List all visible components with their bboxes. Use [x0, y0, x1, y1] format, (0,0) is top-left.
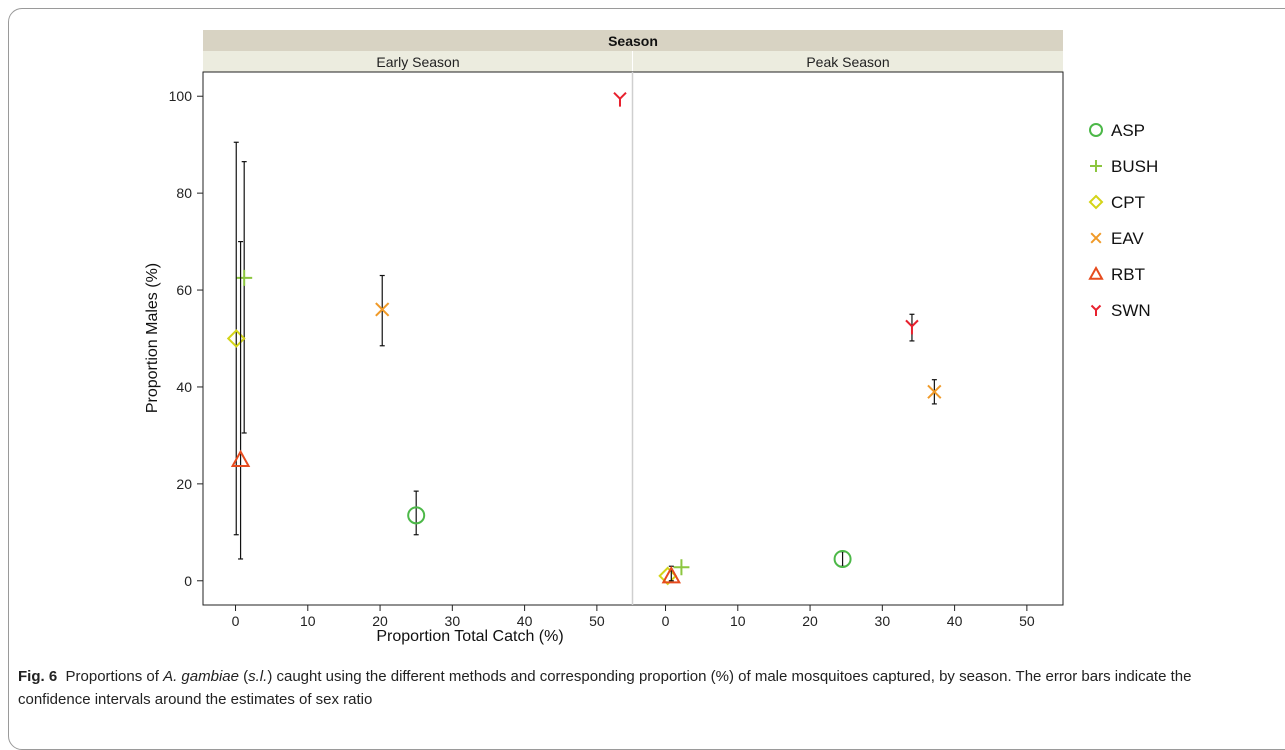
legend-symbol-asp	[1089, 123, 1103, 137]
y-axis: 0 20 40 60 80 100	[169, 88, 203, 589]
legend-symbol-bush	[1090, 160, 1102, 172]
data-point-swn	[613, 91, 627, 107]
x-tick-label: 30	[875, 613, 891, 629]
x-tick-label: 10	[300, 613, 316, 629]
legend-item-cpt: CPT	[1088, 193, 1145, 212]
legend-symbol-rbt	[1088, 265, 1104, 280]
legend-label: BUSH	[1111, 157, 1158, 176]
x-tick-label: 40	[517, 613, 533, 629]
facet-strip-early	[203, 51, 632, 72]
x-axis: 0 10 20 30 40 50 0 10 20 30 40 50	[232, 605, 1035, 629]
legend-symbol-eav	[1090, 232, 1102, 244]
y-tick-label: 100	[169, 88, 193, 104]
data-point-bush	[236, 269, 253, 286]
chart-svg: Season Early Season Peak Season 0 20 40 60 8…	[144, 30, 1158, 645]
x-axis-label: Proportion Total Catch (%)	[376, 628, 563, 645]
series-bush	[236, 161, 690, 576]
series-rbt	[230, 240, 682, 584]
x-tick-label: 0	[662, 613, 670, 629]
data-point-eav	[927, 384, 942, 399]
caption-sl: s.l.	[248, 668, 268, 685]
y-tick-label: 60	[176, 282, 192, 298]
data-point-swn	[905, 319, 919, 335]
data-point-eav	[375, 302, 390, 317]
legend-label: ASP	[1111, 121, 1145, 140]
x-tick-label: 50	[589, 613, 605, 629]
caption-text-before: Proportions of	[65, 668, 159, 685]
y-axis-label: Proportion Males (%)	[144, 263, 161, 413]
x-tick-label: 0	[232, 613, 240, 629]
y-tick-label: 0	[184, 573, 192, 589]
legend-item-rbt: RBT	[1088, 265, 1145, 284]
facet-title-strip	[203, 30, 1063, 51]
series-cpt	[226, 141, 678, 586]
data-point-cpt	[658, 566, 678, 586]
x-tick-label: 20	[372, 613, 388, 629]
series-asp	[407, 490, 852, 568]
figure-caption: Fig. 6 Proportions of A. gambiae (s.l.) …	[18, 665, 1268, 711]
data-point-cpt	[226, 329, 246, 348]
y-tick-label: 40	[176, 379, 192, 395]
legend-label: SWN	[1111, 301, 1151, 320]
legend-symbol-cpt	[1088, 194, 1104, 210]
series-swn	[613, 91, 919, 342]
data-point-rbt	[230, 449, 251, 468]
caption-paren-open: (	[243, 668, 249, 685]
caption-fig-label: Fig. 6	[18, 668, 58, 685]
data-marks	[226, 91, 942, 586]
x-tick-label: 40	[947, 613, 963, 629]
legend-item-asp: ASP	[1089, 121, 1145, 140]
facet-title: Season	[608, 33, 658, 49]
legend-label: EAV	[1111, 229, 1144, 248]
x-tick-label: 30	[445, 613, 461, 629]
legend-symbol-swn	[1090, 304, 1102, 316]
legend: ASP BUSH CPT EAV RBT SWN	[1088, 121, 1158, 320]
data-point-asp	[833, 549, 852, 568]
legend-item-bush: BUSH	[1090, 157, 1158, 176]
facet-label-early: Early Season	[376, 54, 459, 70]
caption-species: A. gambiae	[163, 668, 239, 685]
x-tick-label: 20	[802, 613, 818, 629]
x-tick-label: 50	[1019, 613, 1035, 629]
data-point-bush	[673, 559, 690, 576]
legend-item-eav: EAV	[1090, 229, 1144, 248]
facet-strip-peak	[633, 51, 1063, 72]
series-eav	[375, 274, 942, 405]
facet-label-peak: Peak Season	[806, 54, 889, 70]
legend-label: CPT	[1111, 193, 1145, 212]
data-point-rbt	[661, 565, 682, 584]
figure-frame	[8, 8, 1285, 750]
caption-text-after: ) caught using the different methods and…	[18, 668, 1192, 708]
x-tick-label: 10	[730, 613, 746, 629]
y-tick-label: 80	[176, 185, 192, 201]
data-point-asp	[407, 506, 426, 525]
y-tick-label: 20	[176, 476, 192, 492]
legend-item-swn: SWN	[1090, 301, 1151, 320]
legend-label: RBT	[1111, 265, 1145, 284]
